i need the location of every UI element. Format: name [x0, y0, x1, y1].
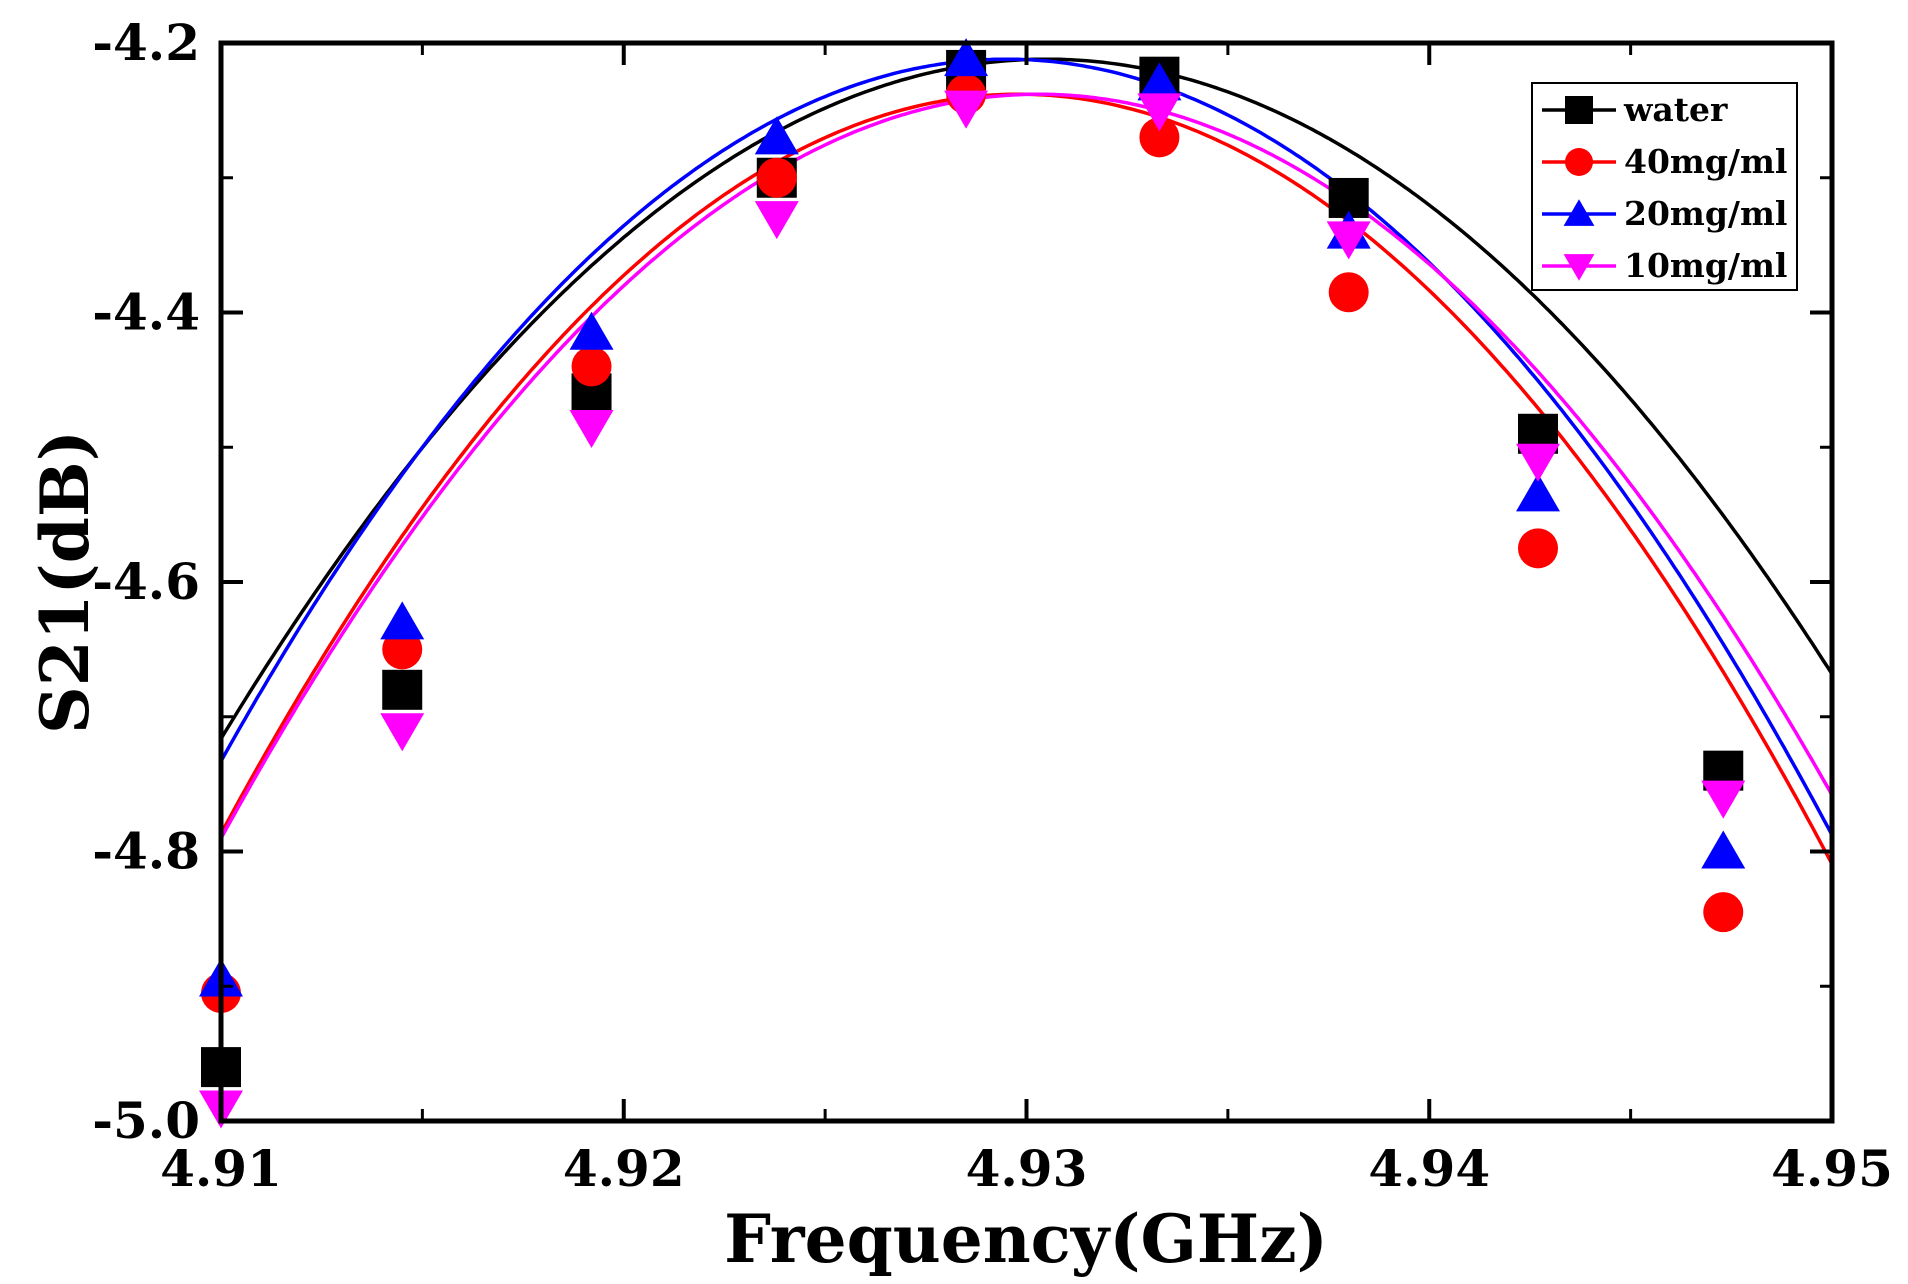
- data-point-1-7: [1517, 528, 1558, 569]
- data-point-2-4: [944, 38, 989, 77]
- legend-marker-2: [1563, 199, 1595, 226]
- y-tick-label: -4.4: [92, 283, 200, 342]
- data-point-1-3: [756, 157, 797, 198]
- y-tick-label: -4.6: [92, 552, 200, 611]
- label-layer: 4.91 4.92 4.93 4.94 4.95 -4.2 -4.4 -4.6 -4.8 -5.0: [92, 13, 1893, 1198]
- legend-label-1: 40mg/ml: [1624, 142, 1787, 181]
- data-point-3-7: [1515, 443, 1560, 482]
- data-point-2-3: [754, 116, 799, 155]
- y-tick-label: -5.0: [92, 1091, 200, 1150]
- x-tick-label: 4.95: [1771, 1139, 1893, 1198]
- data-point-3-8: [1701, 780, 1746, 819]
- legend-label-0: water: [1623, 90, 1728, 129]
- data-point-0-1: [382, 669, 423, 710]
- tick-layer: [219, 41, 1834, 1123]
- data-point-1-8: [1703, 892, 1744, 933]
- data-point-3-6: [1326, 221, 1371, 260]
- legend-marker-1: [1565, 148, 1593, 176]
- data-point-1-6: [1328, 272, 1369, 313]
- legend: water 40mg/ml 20mg/ml 10mg/ml: [1531, 82, 1798, 291]
- y-tick-label: -4.8: [92, 822, 200, 881]
- data-point-2-2: [569, 311, 614, 350]
- marker-layer: [199, 38, 1746, 1129]
- x-tick-label: 4.93: [966, 1139, 1088, 1198]
- legend-marker-0: [1565, 96, 1593, 124]
- data-point-3-1: [380, 713, 425, 752]
- data-point-3-4: [944, 90, 989, 129]
- series-line-3: [221, 92, 1832, 840]
- legend-label-3: 10mg/ml: [1624, 246, 1787, 285]
- x-axis-title: Frequency(GHz): [724, 1200, 1328, 1278]
- data-point-2-5: [1137, 62, 1182, 101]
- data-point-2-8: [1701, 830, 1746, 869]
- data-point-3-2: [569, 410, 614, 449]
- data-point-2-7: [1515, 473, 1560, 512]
- legend-marker-3: [1563, 254, 1595, 281]
- data-point-2-1: [380, 601, 425, 640]
- x-tick-label: 4.92: [563, 1139, 685, 1198]
- y-axis-title: S21(dB): [26, 430, 104, 734]
- data-point-1-2: [571, 346, 612, 387]
- x-tick-label: 4.94: [1368, 1139, 1490, 1198]
- data-point-3-5: [1137, 93, 1182, 132]
- data-point-1-5: [1139, 117, 1180, 158]
- data-point-3-3: [754, 201, 799, 240]
- y-tick-label: -4.2: [92, 13, 200, 72]
- legend-label-2: 20mg/ml: [1624, 194, 1787, 233]
- x-tick-label: 4.91: [160, 1139, 282, 1198]
